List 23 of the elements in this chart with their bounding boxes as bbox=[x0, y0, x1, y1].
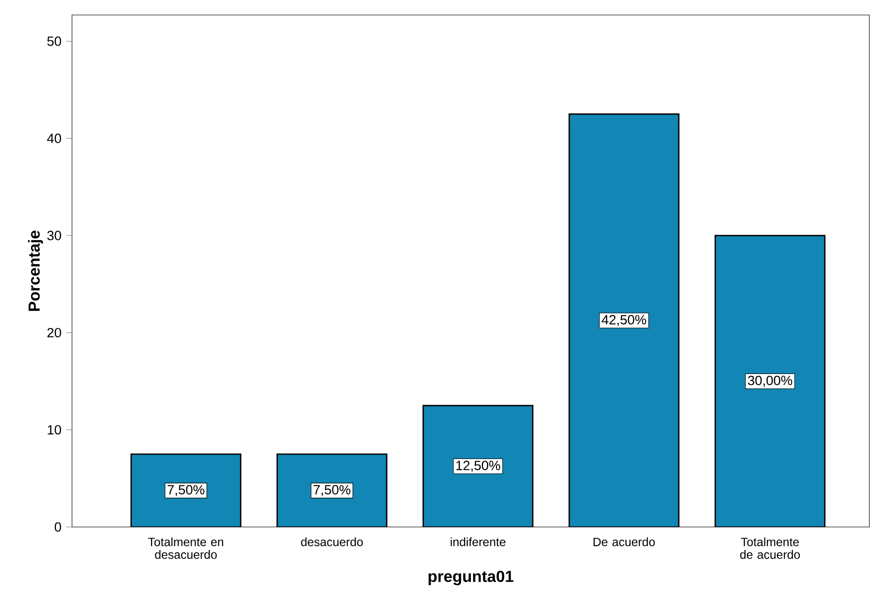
y-tick-label: 20 bbox=[47, 328, 62, 338]
x-tick-label: Totalmente de acuerdo bbox=[740, 537, 800, 559]
bar bbox=[130, 453, 242, 527]
y-tick-label: 50 bbox=[47, 36, 62, 46]
y-tick-label: 0 bbox=[54, 522, 62, 532]
x-tick-label: Totalmente en desacuerdo bbox=[148, 537, 224, 559]
data-label: 42,50% bbox=[602, 315, 646, 326]
bar bbox=[714, 234, 826, 527]
data-label: 7,50% bbox=[168, 485, 204, 496]
bar bbox=[277, 454, 387, 527]
data-label: 30,00% bbox=[748, 376, 792, 387]
y-tick-label: 30 bbox=[47, 230, 62, 240]
bar bbox=[422, 404, 534, 527]
data-label: 12,50% bbox=[456, 460, 500, 472]
y-tick-label: 10 bbox=[48, 425, 62, 435]
data-label: 7,50% bbox=[314, 485, 350, 496]
bar bbox=[568, 113, 680, 527]
x-axis-title: pregunta01 bbox=[428, 570, 514, 586]
x-tick-label: desacuerdo bbox=[301, 537, 363, 546]
x-tick-label: indiferente bbox=[450, 537, 506, 546]
y-axis-title: Porcentaje bbox=[28, 230, 43, 311]
x-tick-label: De acuerdo bbox=[594, 537, 655, 546]
y-tick-label: 40 bbox=[47, 134, 62, 144]
